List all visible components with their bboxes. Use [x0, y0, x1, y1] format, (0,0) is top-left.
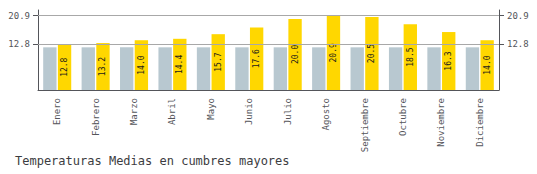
svg-text:Septiembre: Septiembre — [360, 98, 370, 152]
svg-text:16.3: 16.3 — [444, 51, 453, 70]
svg-text:Julio: Julio — [283, 98, 293, 125]
svg-text:15.7: 15.7 — [214, 52, 223, 71]
svg-text:20.9: 20.9 — [329, 43, 338, 62]
svg-text:Octubre: Octubre — [398, 98, 408, 136]
svg-text:17.6: 17.6 — [252, 49, 261, 68]
svg-text:12.8: 12.8 — [8, 39, 30, 49]
svg-text:20.9: 20.9 — [507, 11, 529, 21]
svg-text:Mayo: Mayo — [206, 98, 216, 120]
svg-text:Marzo: Marzo — [129, 98, 139, 125]
svg-text:20.5: 20.5 — [367, 44, 376, 63]
svg-text:Junio: Junio — [244, 98, 254, 125]
svg-text:20.0: 20.0 — [291, 45, 300, 64]
svg-text:18.5: 18.5 — [406, 47, 415, 66]
svg-text:12.8: 12.8 — [60, 57, 69, 76]
svg-text:12.8: 12.8 — [507, 39, 529, 49]
svg-text:Enero: Enero — [52, 98, 62, 125]
svg-text:Agosto: Agosto — [321, 98, 331, 131]
svg-text:Abril: Abril — [167, 98, 177, 125]
svg-text:Noviembre: Noviembre — [436, 98, 446, 147]
svg-text:Diciembre: Diciembre — [475, 98, 485, 147]
svg-text:14.0: 14.0 — [137, 55, 146, 74]
svg-text:13.2: 13.2 — [98, 57, 107, 76]
svg-text:Temperaturas Medias en cumbres: Temperaturas Medias en cumbres mayores — [15, 154, 290, 168]
svg-text:14.0: 14.0 — [483, 55, 492, 74]
svg-text:Febrero: Febrero — [91, 98, 101, 136]
svg-text:14.4: 14.4 — [175, 55, 184, 74]
svg-text:20.9: 20.9 — [8, 11, 30, 21]
